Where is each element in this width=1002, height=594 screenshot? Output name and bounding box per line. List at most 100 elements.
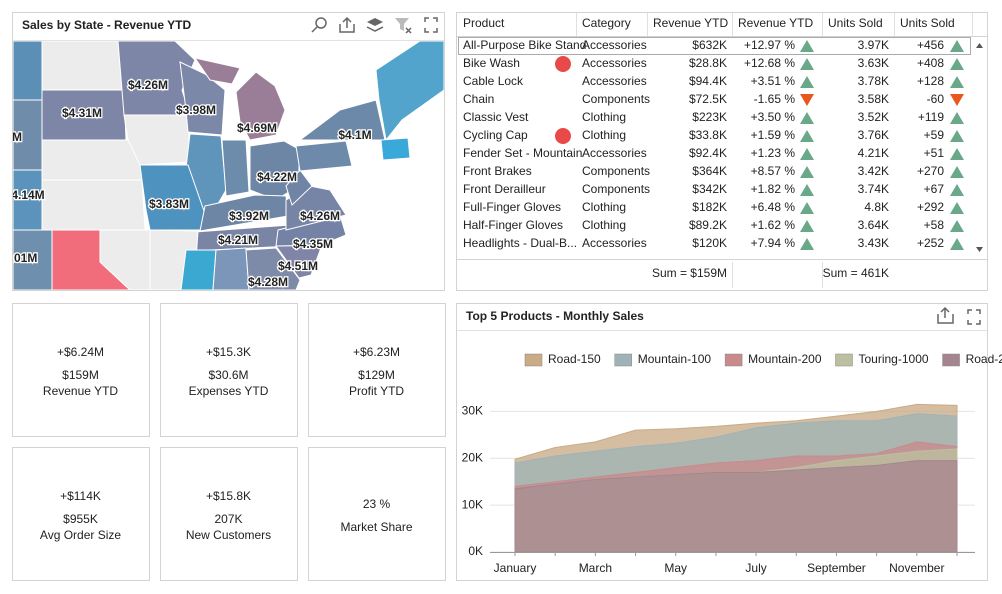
grid-cell[interactable]: All-Purpose Bike Stand [463,38,586,52]
kpi-card[interactable] [308,447,446,581]
grid-cell[interactable]: +1.23 % [751,146,796,160]
grid-cell[interactable]: $92.4K [689,146,727,160]
grid-cell[interactable]: Fender Set - Mountain [463,146,582,160]
grid-cell[interactable]: +252 [917,236,944,250]
grid-cell[interactable]: +270 [917,164,944,178]
grid-cell[interactable]: 3.64K [858,218,889,232]
grid-cell[interactable]: $72.5K [689,92,727,106]
grid-cell[interactable]: +408 [917,56,944,70]
grid-cell[interactable]: -1.65 % [754,92,796,106]
grid-cell[interactable]: Chain [463,92,494,106]
layers-button[interactable] [366,18,384,32]
y-tick-label: 10K [462,497,483,511]
footer-total: Sum = $159M [652,266,727,280]
grid-cell[interactable]: Clothing [582,218,626,232]
grid-cell[interactable]: Front Brakes [463,164,532,178]
grid-cell[interactable]: Clothing [582,200,626,214]
kpi-card[interactable] [308,303,446,437]
grid-cell[interactable]: Accessories [582,74,647,88]
grid-cell[interactable]: $89.2K [689,218,727,232]
grid-cell[interactable]: 4.21K [858,146,889,160]
clear-filter-button[interactable] [395,18,412,34]
scroll-up[interactable] [976,43,983,48]
grid-cell[interactable]: Components [582,182,650,196]
grid-cell[interactable]: Clothing [582,128,626,142]
grid-cell[interactable]: 3.63K [858,56,889,70]
grid-cell[interactable]: Clothing [582,110,626,124]
grid-cell[interactable]: $94.4K [689,74,727,88]
kpi-card[interactable] [12,447,150,581]
grid-cell[interactable]: +1.59 % [751,128,796,142]
grid-cell[interactable]: +456 [917,38,944,52]
legend-swatch[interactable] [614,353,632,367]
grid-cell[interactable]: $33.8K [689,128,727,142]
grid-cell[interactable]: Accessories [582,38,647,52]
legend-label[interactable]: Road-150 [548,352,601,366]
chart-maximize-button[interactable] [967,309,981,325]
grid-cell[interactable]: $28.8K [689,56,727,70]
grid-cell[interactable]: Accessories [582,236,647,250]
chart-export-button[interactable] [937,306,954,324]
grid-cell[interactable]: +58 [924,218,945,232]
grid-cell[interactable]: $632K [692,38,727,52]
grid-cell[interactable]: $182K [692,200,727,214]
legend-label[interactable]: Road-250 [966,352,1002,366]
kpi-card[interactable] [160,303,298,437]
grid-cell[interactable]: $342K [692,182,727,196]
grid-cell[interactable]: Headlights - Dual-B... [463,236,577,250]
grid-cell[interactable]: Half-Finger Gloves [463,218,563,232]
legend-swatch[interactable] [942,353,960,367]
scroll-down[interactable] [976,247,983,252]
export-button[interactable] [339,16,355,33]
grid-cell[interactable]: Components [582,92,650,106]
grid-cell[interactable]: Cable Lock [463,74,524,88]
grid-cell[interactable]: +12.68 % [744,56,795,70]
grid-cell[interactable]: 3.42K [858,164,889,178]
grid-cell[interactable]: Components [582,164,650,178]
grid-cell[interactable]: 3.58K [858,92,889,106]
grid-cell[interactable]: +6.48 % [751,200,796,214]
grid-cell[interactable]: 4.8K [864,200,889,214]
grid-cell[interactable]: +8.57 % [751,164,796,178]
grid-cell[interactable]: Full-Finger Gloves [463,200,561,214]
legend-label[interactable]: Mountain-200 [748,352,822,366]
grid-cell[interactable]: $364K [692,164,727,178]
kpi-card[interactable] [12,303,150,437]
grid-cell[interactable]: Bike Wash [463,56,520,70]
grid-cell[interactable]: 3.52K [858,110,889,124]
maximize-button[interactable] [424,17,438,33]
grid-cell[interactable]: Accessories [582,146,647,160]
grid-cell[interactable]: +59 [924,128,945,142]
grid-cell[interactable]: +12.97 % [744,38,795,52]
grid-cell[interactable]: +3.50 % [751,110,796,124]
grid-cell[interactable]: +292 [917,200,944,214]
grid-cell[interactable]: Accessories [582,56,647,70]
zoom-button[interactable] [311,17,327,33]
grid-cell[interactable]: 3.97K [858,38,889,52]
grid-cell[interactable]: Cycling Cap [463,128,528,142]
grid-cell[interactable]: +51 [924,146,945,160]
grid-cell[interactable]: $120K [692,236,727,250]
grid-cell[interactable]: +1.82 % [751,182,796,196]
grid-cell[interactable]: 3.43K [858,236,889,250]
grid-cell[interactable]: -60 [927,92,945,106]
legend-swatch[interactable] [724,353,743,367]
grid-cell[interactable]: +1.62 % [751,218,796,232]
state-shape [41,139,143,181]
grid-cell[interactable]: +119 [918,110,944,124]
legend-label[interactable]: Mountain-100 [638,352,712,366]
grid-cell[interactable]: $223K [692,110,727,124]
legend-label[interactable]: Touring-1000 [859,352,929,366]
grid-cell[interactable]: +7.94 % [751,236,796,250]
grid-cell[interactable]: Front Derailleur [463,182,546,196]
legend-swatch[interactable] [835,353,853,367]
grid-cell[interactable]: 3.76K [858,128,889,142]
grid-cell[interactable]: +3.51 % [751,74,796,88]
grid-cell[interactable]: Classic Vest [463,110,529,124]
grid-cell[interactable]: 3.78K [858,74,889,88]
legend-swatch[interactable] [524,353,543,367]
grid-cell[interactable]: +67 [924,182,945,196]
grid-cell[interactable]: +128 [917,74,944,88]
kpi-card[interactable] [160,447,298,581]
grid-cell[interactable]: 3.74K [858,182,889,196]
